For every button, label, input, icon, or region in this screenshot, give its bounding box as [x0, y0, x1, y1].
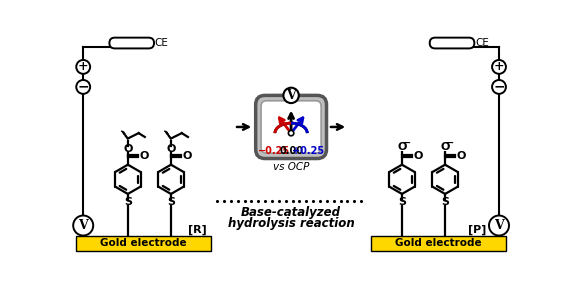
Circle shape	[283, 88, 299, 103]
Text: +: +	[494, 60, 504, 73]
Text: S: S	[167, 197, 175, 207]
FancyBboxPatch shape	[256, 95, 327, 158]
Text: −: −	[445, 137, 454, 147]
Text: O: O	[397, 142, 407, 152]
Text: vs OCP: vs OCP	[273, 162, 310, 172]
Text: 0.00: 0.00	[279, 146, 303, 156]
Circle shape	[76, 60, 90, 74]
Text: hydrolysis reaction: hydrolysis reaction	[228, 217, 354, 230]
Text: O: O	[182, 151, 192, 161]
Text: CE: CE	[475, 38, 489, 48]
FancyBboxPatch shape	[110, 38, 154, 48]
Circle shape	[492, 80, 506, 94]
Text: +: +	[78, 60, 89, 73]
Bar	[76, 236, 211, 251]
Circle shape	[492, 60, 506, 74]
Text: S: S	[124, 197, 132, 207]
Text: −: −	[402, 137, 411, 147]
Text: O: O	[123, 143, 132, 154]
Text: V: V	[78, 219, 88, 232]
Text: V: V	[494, 219, 504, 232]
FancyBboxPatch shape	[430, 38, 474, 48]
Circle shape	[76, 80, 90, 94]
Circle shape	[73, 215, 93, 236]
FancyBboxPatch shape	[261, 101, 321, 153]
Circle shape	[289, 130, 294, 136]
Text: S: S	[441, 197, 449, 207]
Text: V: V	[286, 89, 296, 102]
Text: S: S	[398, 197, 406, 207]
Text: O: O	[139, 151, 149, 161]
Circle shape	[489, 215, 509, 236]
Bar	[371, 236, 506, 251]
Text: [R]: [R]	[188, 225, 207, 235]
Text: O: O	[414, 151, 423, 161]
Text: O: O	[440, 142, 450, 152]
Text: Gold electrode: Gold electrode	[395, 238, 482, 248]
Text: CE: CE	[155, 38, 169, 48]
Text: [P]: [P]	[468, 225, 487, 235]
Text: O: O	[457, 151, 466, 161]
Text: O: O	[166, 143, 176, 154]
Text: −0.25: −0.25	[258, 146, 290, 156]
Text: −: −	[77, 80, 89, 94]
Text: −: −	[493, 80, 505, 94]
Text: Base-catalyzed: Base-catalyzed	[241, 206, 341, 219]
Text: +0.25: +0.25	[292, 146, 324, 156]
Text: Gold electrode: Gold electrode	[101, 238, 187, 248]
